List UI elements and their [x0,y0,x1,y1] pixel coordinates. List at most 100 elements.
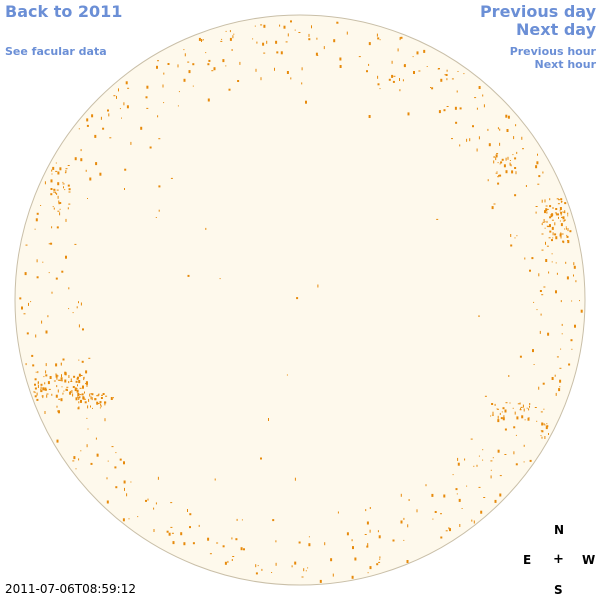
facula-speck [426,66,428,67]
facula-speck [403,64,406,68]
observation-timestamp: 2011-07-06T08:59:12 [5,582,136,596]
facula-speck [42,395,44,399]
facula-speck [547,332,550,336]
facula-speck [423,49,426,53]
facula-speck [560,348,562,350]
facula-speck [108,113,110,117]
facula-speck [529,405,530,408]
facula-speck [497,127,499,130]
facula-speck [535,206,538,207]
next-hour-link[interactable]: Next hour [534,58,597,71]
facula-speck [240,547,243,551]
facula-speck [56,405,58,408]
facula-speck [339,65,342,68]
facula-speck [566,234,568,236]
facula-speck [61,386,63,388]
facula-speck [510,244,513,247]
facula-speck [172,541,175,545]
back-to-year-link[interactable]: Back to 2011 [5,2,123,21]
facula-speck [497,449,500,453]
facula-speck [446,69,448,72]
facula-speck [490,469,492,471]
facula-speck [201,39,202,42]
facula-speck [28,302,29,306]
facula-speck [38,381,39,384]
facula-speck [232,556,235,557]
facula-speck [100,403,102,406]
facula-speck [40,386,42,390]
facula-speck [35,218,38,222]
facula-speck [104,403,106,406]
facula-speck [379,39,381,41]
facula-speck [74,243,77,245]
facula-speck [541,199,543,203]
facula-speck [171,532,174,534]
see-facular-data-link[interactable]: See facular data [5,45,107,58]
facula-speck [379,88,381,90]
facula-speck [365,509,367,512]
facula-speck [552,207,554,209]
facula-speck [543,221,546,223]
facula-speck [158,185,161,188]
facula-speck [183,49,185,51]
facula-speck [86,383,88,387]
facula-speck [72,393,74,397]
facula-speck [255,572,258,575]
facula-speck [512,407,514,409]
facula-speck [81,401,82,403]
facula-speck [554,212,556,214]
facula-speck [68,191,71,193]
facula-speck [287,33,289,37]
facula-speck [514,237,516,239]
facula-speck [35,371,37,373]
facula-speck [77,384,78,387]
facula-speck [87,405,89,409]
facula-speck [495,172,498,174]
facula-speck [515,434,517,436]
facula-speck [126,105,129,109]
facula-speck [508,375,510,377]
facula-speck [34,383,36,386]
facula-speck [544,436,546,439]
facula-speck [469,138,471,142]
facula-speck [573,262,575,266]
facula-speck [95,162,98,166]
facula-speck [346,532,349,536]
facula-speck [115,486,118,489]
previous-hour-link[interactable]: Previous hour [509,45,596,58]
facula-speck [567,212,569,215]
facula-speck [91,397,93,401]
facula-speck [497,176,500,178]
facula-speck [491,414,494,416]
facula-speck [235,538,238,541]
facula-speck [377,83,380,86]
facula-speck [119,458,122,461]
facula-speck [529,459,532,462]
facula-speck [533,301,535,303]
facula-speck [58,203,60,205]
facula-speck [64,189,66,191]
facula-speck [482,459,484,461]
next-day-link[interactable]: Next day [516,20,596,39]
facula-speck [443,109,446,112]
facula-speck [100,116,102,120]
facula-speck [78,128,80,130]
facula-speck [528,408,530,411]
facula-speck [540,435,542,437]
facula-speck [515,171,517,175]
facula-speck [58,410,60,414]
facula-speck [564,228,566,230]
facula-speck [366,70,368,73]
facula-speck [454,106,457,110]
facula-speck [498,174,500,176]
facula-speck [40,383,43,386]
facula-speck [555,392,557,396]
facula-speck [507,156,509,160]
facula-speck [50,188,53,190]
facula-speck [42,261,44,263]
facula-speck [455,121,458,124]
previous-day-link[interactable]: Previous day [479,2,596,21]
facula-speck [72,460,75,462]
facula-speck [487,179,489,182]
facula-speck [496,153,499,155]
